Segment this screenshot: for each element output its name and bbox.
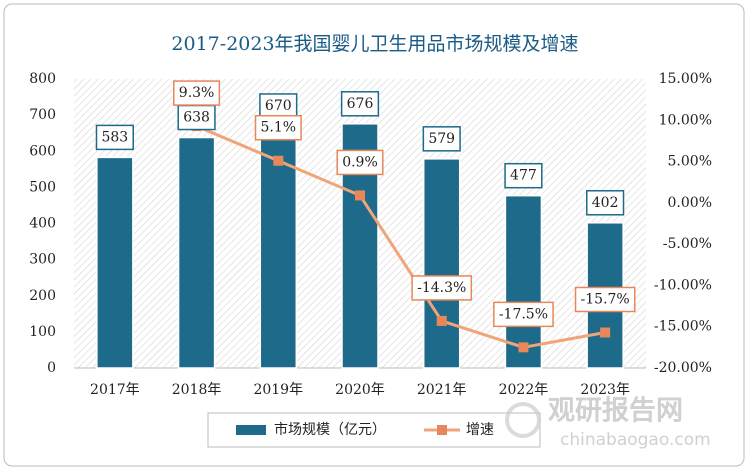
legend-swatch xyxy=(236,425,266,435)
legend-label: 市场规模（亿元） xyxy=(274,421,386,438)
line-marker xyxy=(600,327,611,338)
line xyxy=(195,124,606,349)
y2-tick-label: -15.00% xyxy=(654,319,712,335)
x-tick-label: 2021年 xyxy=(417,382,467,398)
y-tick-label: 300 xyxy=(29,252,56,268)
data-label: 670 xyxy=(265,98,292,114)
line-marker xyxy=(436,315,447,326)
data-label-box xyxy=(411,275,473,301)
y2-tick-label: 5.00% xyxy=(668,154,712,170)
data-label: 5.1% xyxy=(260,120,296,136)
data-label: 579 xyxy=(428,131,455,147)
line-marker xyxy=(518,342,529,353)
legend-label: 增速 xyxy=(466,422,494,438)
y-tick-label: 0 xyxy=(47,360,56,376)
data-label-box xyxy=(504,162,543,189)
y-tick-label: 400 xyxy=(29,216,56,232)
x-tick-label: 2023年 xyxy=(580,382,630,398)
data-label: -15.7% xyxy=(581,291,630,307)
data-label-box xyxy=(177,104,216,131)
y2-tick-label: 0.00% xyxy=(668,195,712,211)
watermark: 观研报告网 xyxy=(548,396,683,427)
data-label-box xyxy=(340,91,380,117)
x-tick-label: 2022年 xyxy=(499,382,549,398)
x-tick-label: 2018年 xyxy=(172,382,222,398)
x-tick-label: 2020年 xyxy=(335,382,385,398)
data-label: 638 xyxy=(183,110,210,126)
data-label-box xyxy=(422,126,461,152)
data-label-box xyxy=(586,190,625,216)
y-tick-label: 500 xyxy=(29,179,56,195)
watermark: chinabaogao.com xyxy=(560,430,711,450)
data-label-box xyxy=(574,286,636,313)
legend xyxy=(207,412,541,448)
bar xyxy=(504,194,543,369)
bar xyxy=(96,156,134,369)
y-tick-label: 700 xyxy=(29,107,56,123)
line-marker xyxy=(273,155,284,166)
y-tick-label: 600 xyxy=(29,143,56,159)
data-label: 477 xyxy=(510,168,537,184)
y-tick-label: 200 xyxy=(29,288,56,304)
chart-title: 2017-2023年我国婴儿卫生用品市场规模及增速 xyxy=(171,33,578,55)
y2-tick-label: -10.00% xyxy=(654,277,712,293)
bar xyxy=(422,158,461,369)
y2-tick-label: -20.00% xyxy=(654,360,712,376)
data-label-box xyxy=(336,149,384,176)
bar xyxy=(177,136,216,369)
data-label: 9.3% xyxy=(179,85,215,101)
x-tick-label: 2017年 xyxy=(90,382,140,398)
data-label-box xyxy=(173,80,221,106)
y-tick-label: 800 xyxy=(29,71,56,87)
legend-swatch-marker xyxy=(437,425,447,435)
y2-tick-label: 15.00% xyxy=(659,71,712,87)
data-label: 676 xyxy=(347,96,374,112)
data-label-box xyxy=(95,124,134,151)
y2-tick-label: -5.00% xyxy=(663,236,712,252)
data-label: 402 xyxy=(592,195,619,211)
y-tick-label: 100 xyxy=(29,324,56,340)
data-label: -17.5% xyxy=(499,306,548,322)
y2-tick-label: 10.00% xyxy=(659,112,712,128)
x-tick-label: 2019年 xyxy=(253,382,303,398)
data-label: 583 xyxy=(101,129,128,145)
data-label-box xyxy=(493,301,554,328)
watermark-logo xyxy=(505,402,541,438)
line-marker xyxy=(355,190,365,201)
data-label: -14.3% xyxy=(417,280,466,296)
data-label: 0.9% xyxy=(342,154,378,170)
data-label-box xyxy=(254,114,302,141)
